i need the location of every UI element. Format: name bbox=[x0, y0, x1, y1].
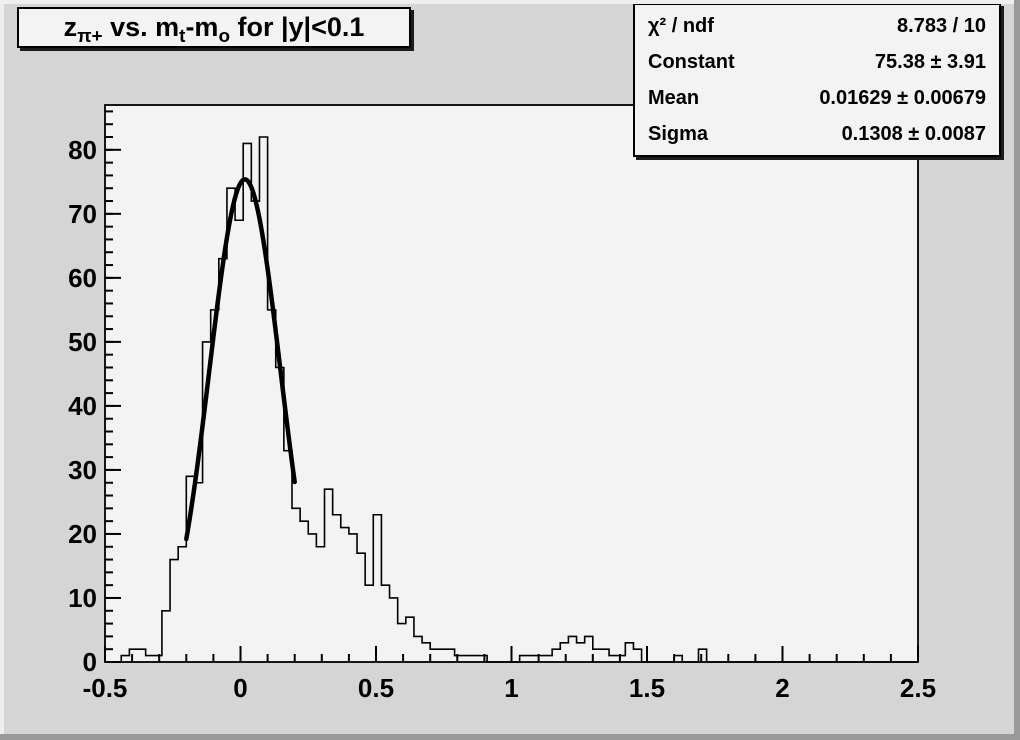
x-axis-tick-label: 2 bbox=[775, 673, 789, 703]
x-axis-tick-label: -0.5 bbox=[83, 673, 128, 703]
title-box: zπ+ vs. mt-mo for |y|<0.1 bbox=[17, 7, 411, 48]
stats-row: Sigma 0.1308 ± 0.0087 bbox=[635, 123, 999, 146]
y-axis-tick-label: 50 bbox=[68, 327, 97, 357]
y-axis-tick-label: 10 bbox=[68, 583, 97, 613]
x-axis-tick-label: 1.5 bbox=[629, 673, 665, 703]
title-segment: -m bbox=[185, 12, 219, 42]
stat-label: χ² / ndf bbox=[648, 14, 714, 37]
x-axis-tick-label: 1 bbox=[504, 673, 518, 703]
stat-label: Constant bbox=[648, 50, 735, 73]
title-subscript: t bbox=[179, 25, 186, 47]
y-axis-tick-label: 20 bbox=[68, 519, 97, 549]
x-axis-tick-label: 0.5 bbox=[358, 673, 394, 703]
title-subscript: o bbox=[218, 25, 230, 47]
y-axis-tick-label: 80 bbox=[68, 135, 97, 165]
stats-row: Mean 0.01629 ± 0.00679 bbox=[635, 87, 999, 110]
y-axis-tick-label: 0 bbox=[83, 647, 97, 677]
stats-row: χ² / ndf 8.783 / 10 bbox=[635, 15, 999, 38]
stats-box: χ² / ndf 8.783 / 10 Constant 75.38 ± 3.91 Me… bbox=[633, 3, 1001, 157]
title-subscript: π+ bbox=[77, 25, 103, 47]
stat-value: 75.38 ± 3.91 bbox=[874, 50, 986, 73]
stat-value: 0.01629 ± 0.00679 bbox=[819, 86, 986, 109]
title-segment: for |y|<0.1 bbox=[229, 12, 365, 42]
stat-value: 0.1308 ± 0.0087 bbox=[841, 122, 986, 145]
canvas-bevel-top bbox=[0, 0, 1020, 4]
stat-label: Sigma bbox=[648, 122, 709, 145]
stat-value: 8.783 / 10 bbox=[897, 14, 986, 37]
plot-frame bbox=[104, 104, 919, 663]
x-axis-tick-label: 0 bbox=[233, 673, 247, 703]
plot-title: zπ+ vs. mt-mo for |y|<0.1 bbox=[63, 12, 365, 47]
x-axis-tick-label: 2.5 bbox=[900, 673, 936, 703]
stats-row: Constant 75.38 ± 3.91 bbox=[635, 51, 999, 74]
canvas-bevel-bottom bbox=[0, 734, 1020, 740]
stat-label: Mean bbox=[648, 86, 700, 109]
y-axis-tick-label: 30 bbox=[68, 455, 97, 485]
canvas-bevel-left bbox=[0, 0, 4, 740]
title-segment: vs. m bbox=[102, 12, 180, 42]
y-axis-tick-label: 40 bbox=[68, 391, 97, 421]
y-axis-tick-label: 70 bbox=[68, 199, 97, 229]
gaussian-fit-curve bbox=[184, 177, 297, 542]
title-segment: z bbox=[63, 12, 78, 42]
y-axis-tick-label: 60 bbox=[68, 263, 97, 293]
canvas-bevel-right bbox=[1014, 0, 1020, 740]
